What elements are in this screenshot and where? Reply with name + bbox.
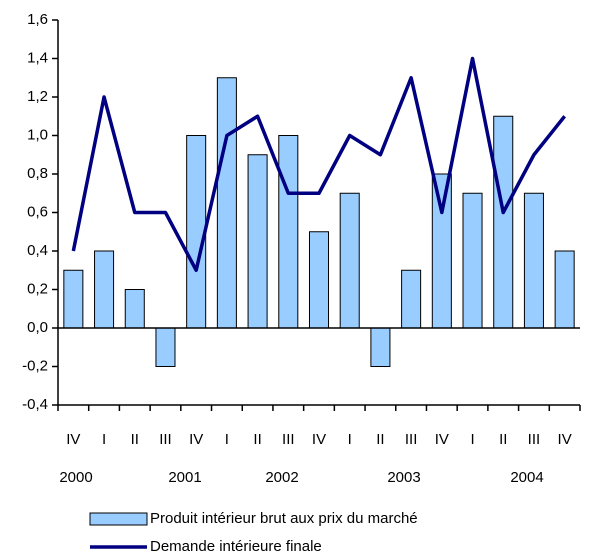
x-tick-label: II: [131, 431, 139, 448]
bar: [523, 192, 544, 329]
x-tick-label: II: [253, 431, 261, 448]
y-tick-label: 1,0: [27, 126, 48, 143]
legend-swatch: [89, 512, 148, 526]
x-tick-label: IV: [312, 431, 326, 448]
bar: [308, 231, 330, 329]
line: [71, 56, 567, 272]
y-tick-label: -0,4: [22, 396, 48, 413]
y-tick-label: 1,4: [27, 49, 48, 66]
bar: [247, 154, 268, 329]
x-tick-label: I: [102, 431, 106, 448]
bar: [94, 250, 115, 329]
bar: [462, 192, 483, 329]
x-tick-label: IV: [66, 431, 80, 448]
bar: [278, 135, 299, 329]
x-tick-label: IV: [189, 431, 203, 448]
bar: [216, 77, 237, 329]
bar: [370, 327, 391, 367]
y-tick-label: 0,0: [27, 319, 48, 336]
y-tick-label: 0,4: [27, 242, 48, 259]
bar: [186, 135, 207, 329]
y-tick-label: -0,2: [22, 357, 48, 374]
bar: [554, 250, 575, 329]
y-tick-label: 0,8: [27, 165, 48, 182]
bar: [63, 269, 84, 329]
year-label: 2004: [510, 469, 543, 486]
year-label: 2003: [387, 469, 420, 486]
year-label: 2000: [59, 469, 92, 486]
x-tick-label: II: [376, 431, 384, 448]
x-tick-label: III: [528, 431, 541, 448]
y-tick-label: 1,2: [27, 88, 48, 105]
x-tick-label: IV: [435, 431, 449, 448]
y-tick-label: 1,6: [27, 11, 48, 28]
bar: [339, 192, 360, 329]
bar: [431, 173, 452, 329]
x-tick-label: III: [405, 431, 418, 448]
legend-label: Produit intérieur brut aux prix du march…: [150, 510, 418, 527]
x-tick-label: I: [470, 431, 474, 448]
x-tick-label: III: [282, 431, 295, 448]
y-tick-label: 0,2: [27, 280, 48, 297]
x-tick-label: II: [499, 431, 507, 448]
year-label: 2001: [168, 469, 201, 486]
x-tick-label: IV: [558, 431, 572, 448]
y-tick-label: 0,6: [27, 203, 48, 220]
bar: [124, 289, 145, 329]
x-tick-label: III: [159, 431, 172, 448]
legend-label: Demande intérieure finale: [150, 538, 322, 555]
year-label: 2002: [265, 469, 298, 486]
bar: [155, 327, 176, 367]
bar: [493, 115, 514, 329]
x-tick-label: I: [348, 431, 352, 448]
x-tick-label: I: [225, 431, 229, 448]
bar: [401, 269, 422, 329]
